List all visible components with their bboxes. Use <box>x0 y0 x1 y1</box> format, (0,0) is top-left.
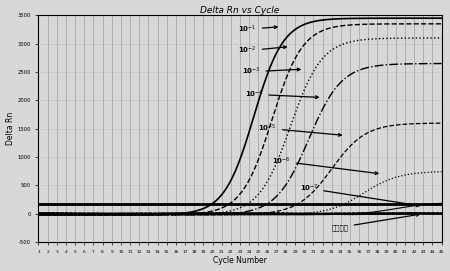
Text: 10$^{-5}$: 10$^{-5}$ <box>258 123 341 136</box>
Y-axis label: Delta Rn: Delta Rn <box>5 112 14 145</box>
Text: 10$^{-7}$: 10$^{-7}$ <box>300 183 419 207</box>
Text: 10$^{-4}$: 10$^{-4}$ <box>245 89 318 100</box>
Text: 10$^{-2}$: 10$^{-2}$ <box>238 45 286 56</box>
Title: Delta Rn vs Cycle: Delta Rn vs Cycle <box>200 6 280 15</box>
X-axis label: Cycle Number: Cycle Number <box>213 256 267 265</box>
Text: 10$^{-3}$: 10$^{-3}$ <box>242 66 300 77</box>
Text: 10$^{-6}$: 10$^{-6}$ <box>272 156 378 175</box>
Text: 10$^{-1}$: 10$^{-1}$ <box>238 24 277 35</box>
Text: 阴性对照: 阴性对照 <box>332 214 419 231</box>
